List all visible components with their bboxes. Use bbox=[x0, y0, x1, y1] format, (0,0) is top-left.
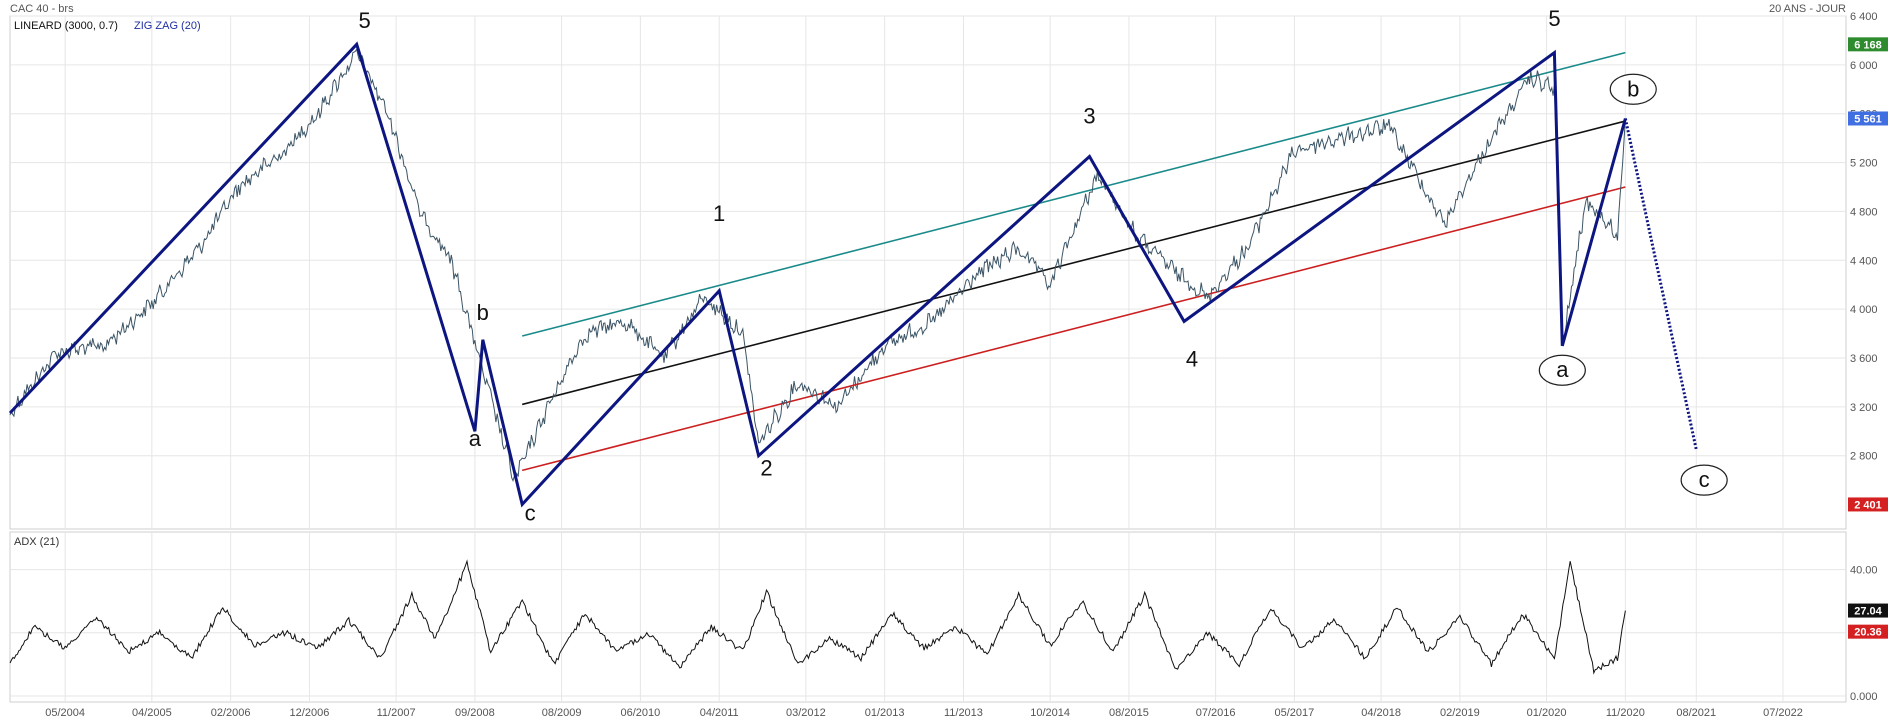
value-badge bbox=[1848, 37, 1888, 52]
adx-value-badge bbox=[1848, 624, 1888, 639]
x-tick-label: 11/2020 bbox=[1606, 707, 1645, 719]
circled-wave-marker bbox=[1538, 354, 1586, 386]
zigzag-line bbox=[8, 41, 1627, 508]
x-tick-label: 01/2013 bbox=[865, 707, 905, 719]
wave-label: b bbox=[477, 300, 489, 325]
circled-wave-label: c bbox=[1699, 467, 1710, 492]
wave-label: 3 bbox=[1083, 103, 1095, 128]
circled-wave-marker bbox=[1609, 73, 1657, 105]
wave-label: c bbox=[525, 500, 536, 525]
y-tick-label: 4 000 bbox=[1850, 304, 1878, 316]
adx-series bbox=[9, 559, 1626, 675]
adx-value-badge bbox=[1848, 603, 1888, 618]
adx-y-tick-label: 0.000 bbox=[1850, 691, 1878, 703]
zigzag-indicator-label: ZIG ZAG (20) bbox=[134, 20, 201, 32]
x-tick-label: 08/2021 bbox=[1676, 707, 1716, 719]
value-badge-text: 5 561 bbox=[1854, 113, 1882, 125]
x-tick-label: 02/2006 bbox=[211, 707, 251, 719]
channel-upper-line bbox=[521, 51, 1626, 337]
x-tick-label: 08/2009 bbox=[542, 707, 582, 719]
x-tick-label: 07/2016 bbox=[1196, 707, 1236, 719]
value-badge bbox=[1848, 497, 1888, 512]
projection-dotted-line bbox=[1623, 118, 1698, 450]
y-tick-label: 4 800 bbox=[1850, 206, 1878, 218]
circled-wave-marker bbox=[1680, 464, 1728, 496]
y-tick-label: 4 400 bbox=[1850, 255, 1878, 267]
x-tick-label: 02/2019 bbox=[1440, 707, 1480, 719]
x-tick-label: 04/2005 bbox=[132, 707, 172, 719]
y-tick-label: 5 200 bbox=[1850, 158, 1878, 170]
y-tick-label: 3 600 bbox=[1850, 353, 1878, 365]
wave-label: 1 bbox=[713, 201, 725, 226]
x-tick-label: 04/2011 bbox=[700, 707, 739, 719]
value-badge-text: 2 401 bbox=[1854, 499, 1882, 511]
zigzag-series bbox=[8, 41, 1698, 508]
adx-value-badge-text: 20.36 bbox=[1854, 627, 1882, 639]
wave-label: 4 bbox=[1186, 347, 1198, 372]
circled-wave-label: a bbox=[1556, 357, 1569, 382]
x-tick-label: 09/2008 bbox=[455, 707, 495, 719]
period-label: 20 ANS - JOUR bbox=[1769, 3, 1846, 15]
adx-line bbox=[9, 559, 1626, 675]
x-tick-label: 04/2018 bbox=[1361, 707, 1401, 719]
x-tick-label: 07/2022 bbox=[1763, 707, 1803, 719]
y-tick-label: 2 800 bbox=[1850, 451, 1878, 463]
x-tick-label: 05/2017 bbox=[1275, 707, 1315, 719]
grid bbox=[10, 15, 1846, 702]
x-tick-label: 01/2020 bbox=[1527, 707, 1567, 719]
value-badge-text: 6 168 bbox=[1854, 39, 1882, 51]
x-tick-label: 12/2006 bbox=[290, 707, 330, 719]
value-badge bbox=[1848, 111, 1888, 126]
x-tick-label: 11/2007 bbox=[377, 707, 416, 719]
x-tick-label: 10/2014 bbox=[1030, 707, 1070, 719]
x-tick-label: 03/2012 bbox=[786, 707, 826, 719]
wave-labels: 5 a b c 1 2 3 4 5 a b c bbox=[358, 6, 1728, 525]
x-tick-label: 05/2004 bbox=[45, 707, 85, 719]
wave-label: 5 bbox=[358, 8, 370, 33]
channel-middle-line bbox=[521, 120, 1626, 406]
x-tick-label: 11/2013 bbox=[944, 707, 983, 719]
adx-value-badge-text: 27.04 bbox=[1854, 606, 1882, 618]
adx-indicator-label: ADX (21) bbox=[14, 536, 59, 548]
circled-wave-label: b bbox=[1627, 76, 1639, 101]
chart-title: CAC 40 - brs bbox=[10, 3, 74, 15]
channel-lower-line bbox=[521, 186, 1626, 472]
x-tick-label: 06/2010 bbox=[621, 707, 661, 719]
regression-channel bbox=[521, 51, 1626, 472]
y-tick-label: 6 400 bbox=[1850, 11, 1878, 23]
y-tick-label: 6 000 bbox=[1850, 60, 1878, 72]
price-panel-frame bbox=[9, 15, 1847, 530]
adx-panel-frame bbox=[9, 531, 1847, 703]
lineard-indicator-label: LINEARD (3000, 0.7) bbox=[14, 20, 118, 32]
wave-label: 5 bbox=[1548, 6, 1560, 31]
wave-label: a bbox=[469, 426, 482, 451]
wave-label: 2 bbox=[760, 455, 772, 480]
x-tick-label: 08/2015 bbox=[1109, 707, 1149, 719]
adx-y-tick-label: 40.00 bbox=[1850, 565, 1878, 577]
y-tick-label: 3 200 bbox=[1850, 402, 1878, 414]
